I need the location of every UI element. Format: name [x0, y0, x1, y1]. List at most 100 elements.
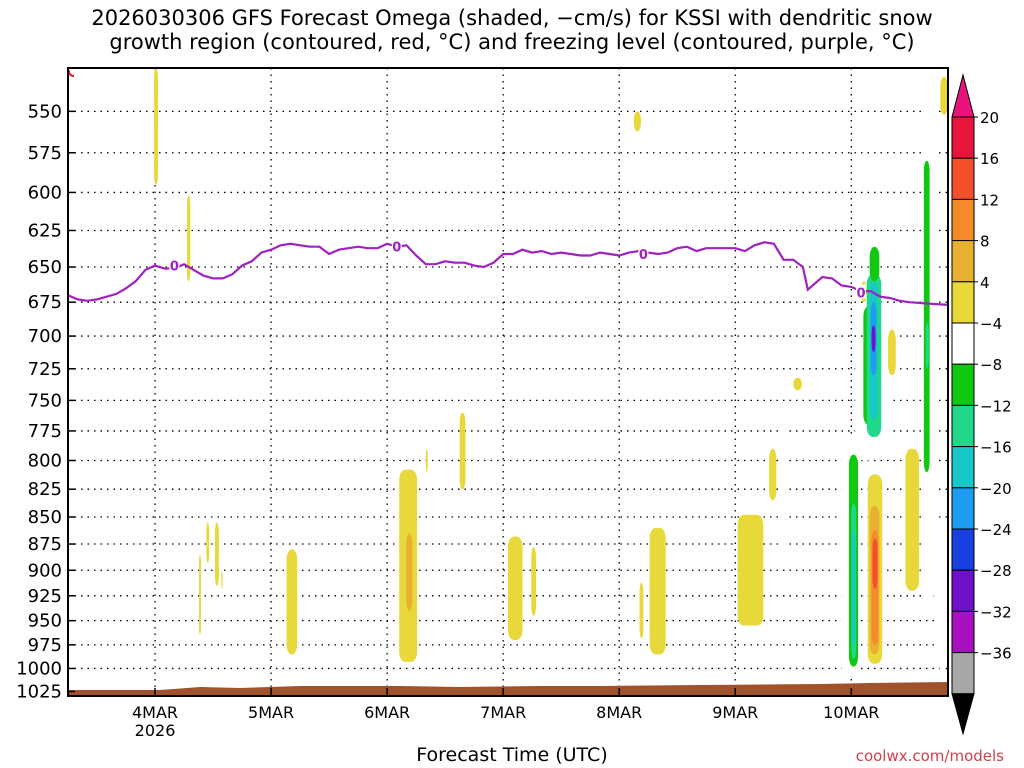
- x-tick-label: 9MAR: [712, 703, 758, 722]
- y-tick-label: 950: [28, 611, 62, 632]
- x-tick-label: 8MAR: [596, 703, 642, 722]
- omega-cell: [406, 533, 413, 611]
- omega-cell: [633, 111, 641, 132]
- omega-cell: [937, 536, 948, 671]
- omega-cell: [869, 246, 880, 282]
- colorbar-label: −24: [980, 521, 1012, 539]
- y-tick-label: 800: [28, 451, 62, 472]
- freezing-contour-label: 0: [170, 260, 179, 275]
- terrain-fill: [68, 682, 948, 696]
- y-tick-label: 900: [28, 560, 62, 581]
- x-tick-label: 6MAR: [364, 703, 410, 722]
- y-tick-label: 575: [28, 143, 62, 164]
- omega-cell: [286, 549, 298, 655]
- omega-cell: [872, 538, 878, 589]
- colorbar-swatch: [951, 116, 975, 159]
- colorbar-swatch: [951, 281, 975, 324]
- colorbar-label: −36: [980, 645, 1012, 663]
- plot-frame: [67, 67, 949, 697]
- colorbar-label: −16: [980, 439, 1012, 457]
- colorbar-label: −4: [980, 315, 1002, 333]
- colorbar-swatch: [951, 322, 975, 365]
- colorbar-label: 12: [980, 191, 999, 209]
- omega-shading: [154, 68, 948, 676]
- y-tick-label: 725: [28, 359, 62, 380]
- colorbar-swatch: [951, 363, 975, 406]
- omega-cell: [905, 448, 919, 591]
- omega-cell: [925, 322, 929, 369]
- colorbar-label: 16: [980, 150, 999, 168]
- colorbar-swatch: [951, 198, 975, 242]
- freezing-contour-label: 0: [639, 248, 648, 263]
- y-tick-label: 825: [28, 479, 62, 500]
- omega-cell: [508, 536, 523, 641]
- y-tick-label: 550: [28, 101, 62, 122]
- x-tick-sublabel: 2026: [135, 721, 176, 740]
- contour-label-bg: [855, 284, 866, 299]
- omega-cell: [888, 329, 896, 376]
- x-axis-label: Forecast Time (UTC): [416, 744, 608, 766]
- y-tick-label: 850: [28, 507, 62, 528]
- omega-cell: [459, 412, 466, 490]
- y-tick-label: 975: [28, 635, 62, 656]
- omega-cell: [199, 554, 201, 636]
- colorbar: 20 16 12 8 4 −4 −8 −12 −16 −20 −24 −28 −32 −36: [951, 73, 1012, 736]
- freezing-level-contour: 0 0 0 0: [68, 69, 948, 306]
- y-tick-label: 700: [28, 326, 62, 347]
- colorbar-label: 8: [980, 233, 990, 251]
- omega-cell: [221, 570, 223, 589]
- colorbar-label: 20: [980, 109, 999, 127]
- colorbar-label: −28: [980, 562, 1012, 580]
- omega-cell: [206, 522, 210, 563]
- colorbar-swatch: [951, 569, 975, 612]
- x-tick-label: 4MAR: [132, 703, 178, 722]
- omega-cell: [154, 68, 158, 185]
- colorbar-bottom-arrow: [951, 693, 975, 736]
- omega-cell: [778, 402, 789, 555]
- colorbar-swatch: [951, 652, 975, 695]
- colorbar-label: −8: [980, 356, 1002, 374]
- omega-cell: [214, 522, 219, 586]
- y-tick-label: 600: [28, 182, 62, 203]
- colorbar-label: −20: [980, 480, 1012, 498]
- colorbar-label: −12: [980, 397, 1012, 415]
- omega-cell: [769, 448, 777, 501]
- y-tick-label: 750: [28, 390, 62, 411]
- omega-cell: [186, 195, 191, 282]
- y-tick-label: 675: [28, 292, 62, 313]
- omega-cell: [793, 377, 802, 391]
- colorbar-swatch: [951, 487, 975, 530]
- y-axis: 550 575 600 625 650 675 700 725 750 775 800 825 850 8…: [16, 101, 75, 702]
- omega-cell: [649, 527, 666, 655]
- y-tick-label: 650: [28, 257, 62, 278]
- terrain-strip: [68, 682, 948, 696]
- credit-text: coolwx.com/models: [855, 747, 1004, 765]
- colorbar-label: −32: [980, 603, 1012, 621]
- omega-cell: [940, 76, 948, 115]
- contour-label-bg: [169, 257, 180, 272]
- x-tick-label: 10MAR: [823, 703, 879, 722]
- colorbar-swatch: [951, 528, 975, 571]
- omega-cell: [737, 514, 764, 626]
- colorbar-swatch: [951, 446, 975, 489]
- omega-cell: [923, 160, 930, 473]
- x-tick-label: 7MAR: [480, 703, 526, 722]
- colorbar-swatch: [951, 157, 975, 200]
- x-tick-label: 5MAR: [248, 703, 294, 722]
- y-tick-label: 775: [28, 421, 62, 442]
- omega-cell: [154, 107, 157, 122]
- colorbar-swatch: [951, 404, 975, 448]
- y-tick-label: 1000: [16, 658, 62, 679]
- omega-cell: [871, 325, 876, 352]
- y-tick-label: 625: [28, 220, 62, 241]
- contour-label-bg: [391, 238, 402, 253]
- omega-cell: [425, 448, 428, 473]
- freezing-contour-label: 0: [856, 286, 865, 301]
- omega-cell: [885, 152, 895, 165]
- colorbar-swatch: [951, 240, 975, 283]
- colorbar-label: 4: [980, 274, 990, 292]
- contour-label-bg: [638, 246, 649, 261]
- omega-cell: [852, 530, 856, 645]
